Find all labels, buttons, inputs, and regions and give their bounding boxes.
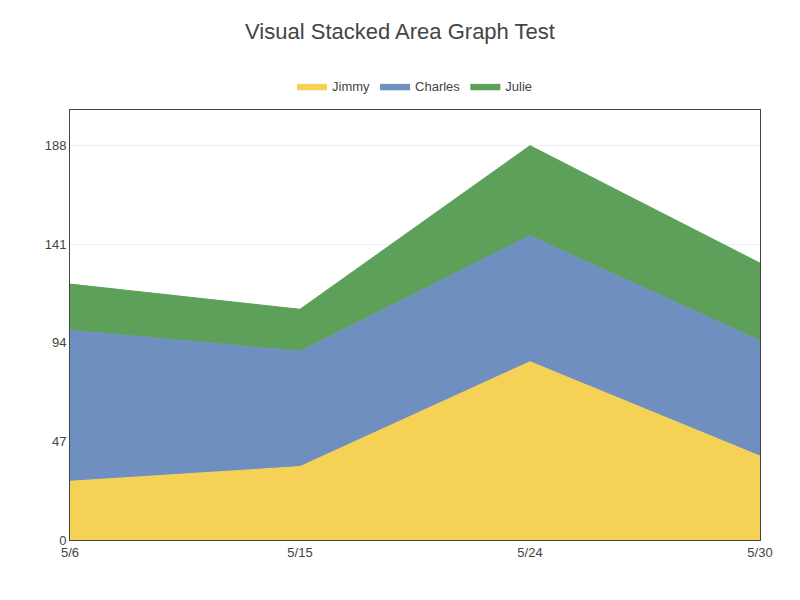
svg-text:94: 94 [52,335,66,350]
svg-text:141: 141 [45,237,67,252]
svg-text:Julie: Julie [505,79,532,94]
svg-text:188: 188 [45,138,67,153]
svg-text:Jimmy: Jimmy [332,79,370,94]
svg-text:5/6: 5/6 [61,545,79,560]
svg-text:Visual Stacked Area Graph Test: Visual Stacked Area Graph Test [245,19,555,44]
svg-text:0: 0 [59,533,66,548]
svg-text:5/15: 5/15 [287,545,312,560]
svg-text:5/24: 5/24 [517,545,542,560]
svg-text:Charles: Charles [415,79,460,94]
svg-text:5/30: 5/30 [747,545,772,560]
svg-text:47: 47 [52,434,66,449]
